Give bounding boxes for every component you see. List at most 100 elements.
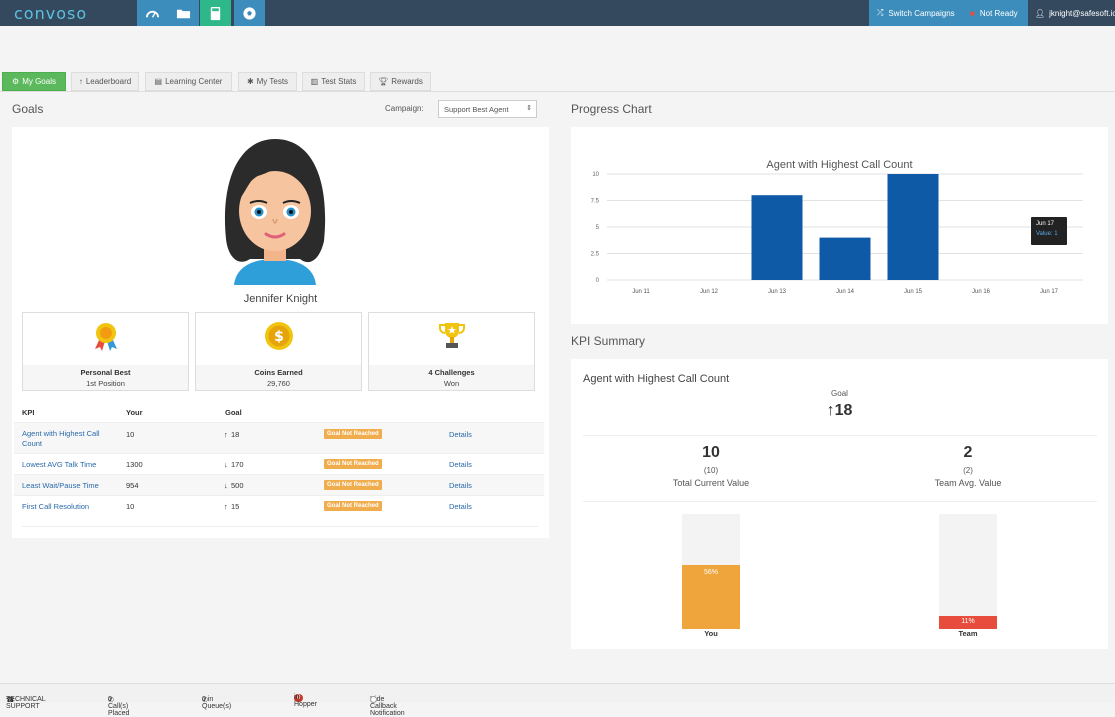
x-tick-label: Jun 16 [972,289,991,295]
goal-value: 15 [231,502,240,511]
tab-my-tests[interactable]: ✱ My Tests [238,72,297,91]
phone-icon: ✆ [202,697,208,704]
support-icon: ☎ [6,697,15,704]
kpi-link[interactable]: Agent with Highest Call Count [22,429,100,448]
y-tick-label: 10 [592,172,599,178]
kpi-summary-panel: Agent with Highest Call Count Goal ↑18 1… [571,359,1108,649]
hopper-count-badge: 0 [294,694,304,702]
your-value: 10 [126,430,135,439]
tab-rewards[interactable]: 🏆︎ Rewards [370,72,431,91]
tab-my-goals[interactable]: ⚙ My Goals [2,72,66,91]
status-badge: Goal Not Reached [324,459,382,469]
x-tick-label: Jun 13 [768,289,787,295]
chart-tooltip: Jun 17 Value: 1 [1031,217,1067,245]
x-tick-label: Jun 15 [904,289,923,295]
shuffle-icon: ⤮ [877,8,884,17]
goal-direction-icon: ↓ [224,460,228,469]
y-tick-label: 2.5 [591,252,600,258]
switch-campaigns-button[interactable]: ⤮ Switch Campaigns [869,0,962,26]
convoso-logo[interactable]: convoso [14,4,88,23]
tab-leaderboard[interactable]: ↑ Leaderboard [71,72,139,91]
team-value-label: Team Avg. Value [934,478,1002,488]
team-bar-label: Team [958,629,978,638]
details-link[interactable]: Details [449,430,472,439]
user-menu[interactable]: 👤︎ jknight@safesoft.io [1035,8,1115,18]
team-progress-bar: 11% [939,514,997,629]
chart-bar[interactable] [887,174,939,280]
campaign-select[interactable]: Support Best Agent ⇕ [438,100,537,118]
team-value: 2 [963,444,973,461]
goal-direction-icon: ↑ [224,430,228,439]
top-navbar: convoso ⤮ Switch Campaigns ■ Not Ready 👤… [0,0,1115,26]
your-value: 1300 [126,460,143,469]
goals-heading: Goals [12,102,44,116]
goal-value: 18 [231,430,240,439]
book-icon: ▤ [154,77,163,86]
tab-learning-center[interactable]: ▤ Learning Center [145,72,232,91]
goal-header: Goal [225,408,242,417]
challenges-title: 4 Challenges [428,368,475,377]
status-bar: ☎ TECHNICAL SUPPORT ✆ 0 Call(s) Placed ✆… [0,683,1115,717]
team-sub-value: (2) [963,466,973,475]
chart-title: Agent with Highest Call Count [766,159,913,171]
details-link[interactable]: Details [449,460,472,469]
status-badge: Goal Not Reached [324,501,382,511]
challenges-card: 4 Challenges Won [368,312,535,391]
y-tick-label: 7.5 [591,199,600,205]
goal-direction-icon: ↓ [224,481,228,490]
goal-label: Goal [831,389,848,398]
your-value: 10 [126,502,135,511]
asterisk-icon: ✱ [246,77,254,86]
tooltip-date: Jun 17 [1036,221,1055,227]
not-ready-icon: ■ [970,8,975,18]
y-tick-label: 5 [596,225,600,231]
folder-icon[interactable] [168,0,199,26]
svg-text:$: $ [274,329,284,345]
you-progress-bar: 56% [682,514,740,629]
campaign-select-value: Support Best Agent [444,105,509,114]
table-bottom-divider [22,526,538,527]
team-progress-fill: 11% [939,616,997,629]
progress-chart-panel: Agent with Highest Call Count 0 2.5 5 7.5 10… [571,127,1108,324]
table-row: Agent with Highest Call Count 10 ↑ 18 Go… [14,422,544,453]
status-badge: Goal Not Reached [324,480,382,490]
soccer-ball-icon[interactable] [234,0,265,26]
kpi-link[interactable]: Lowest AVG Talk Time [22,460,97,469]
you-bar-label: You [704,629,718,638]
hide-callback-checkbox[interactable] [370,696,377,703]
arrow-up-icon: ↑ [78,77,83,86]
table-row: First Call Resolution 10 ↑ 15 Goal Not R… [14,495,544,516]
details-link[interactable]: Details [449,481,472,490]
x-tick-label: Jun 11 [632,289,650,295]
chart-bar[interactable] [819,237,871,280]
chart-bar[interactable] [751,195,803,280]
kpi-link[interactable]: First Call Resolution [22,502,90,511]
bar-chart-icon: ▥ [310,77,319,86]
x-tick-label: Jun 12 [700,289,719,295]
ribbon-medal-icon [94,323,117,351]
summary-divider [583,435,1097,436]
personal-best-title: Personal Best [80,368,131,377]
tab-bar: ⚙ My Goals ↑ Leaderboard ▤ Learning Center … [0,72,1115,92]
goal-direction-icon: ↑ [224,502,228,511]
progress-bar-chart: 0 2.5 5 7.5 10 Jun 11 Jun 12 Jun 13 Jun 14 Jun 15… [591,172,1083,295]
goal-value: 170 [231,460,244,469]
coins-earned-title: Coins Earned [254,368,303,377]
details-link[interactable]: Details [449,502,472,511]
dollar-coin-icon: $ [264,322,293,350]
you-progress-fill: 56% [682,564,740,629]
tab-test-stats[interactable]: ▥ Test Stats [302,72,365,91]
calculator-icon[interactable] [200,0,231,26]
goal-value-display: ↑18 [826,402,853,419]
x-tick-label: Jun 17 [1040,289,1059,295]
agent-name: Jennifer Knight [243,293,318,305]
dashboard-icon[interactable] [137,0,168,26]
kpi-summary-heading: KPI Summary [571,334,646,348]
not-ready-status-button[interactable]: ■ Not Ready [962,0,1028,26]
table-row: Least Wait/Pause Time 954 ↓ 500 Goal Not… [14,474,544,495]
campaign-label: Campaign: [385,104,424,113]
progress-chart-heading: Progress Chart [571,102,652,116]
user-icon: 👤︎ [1035,8,1046,18]
kpi-link[interactable]: Least Wait/Pause Time [22,481,99,490]
personal-best-card: Personal Best 1st Position [22,312,189,391]
